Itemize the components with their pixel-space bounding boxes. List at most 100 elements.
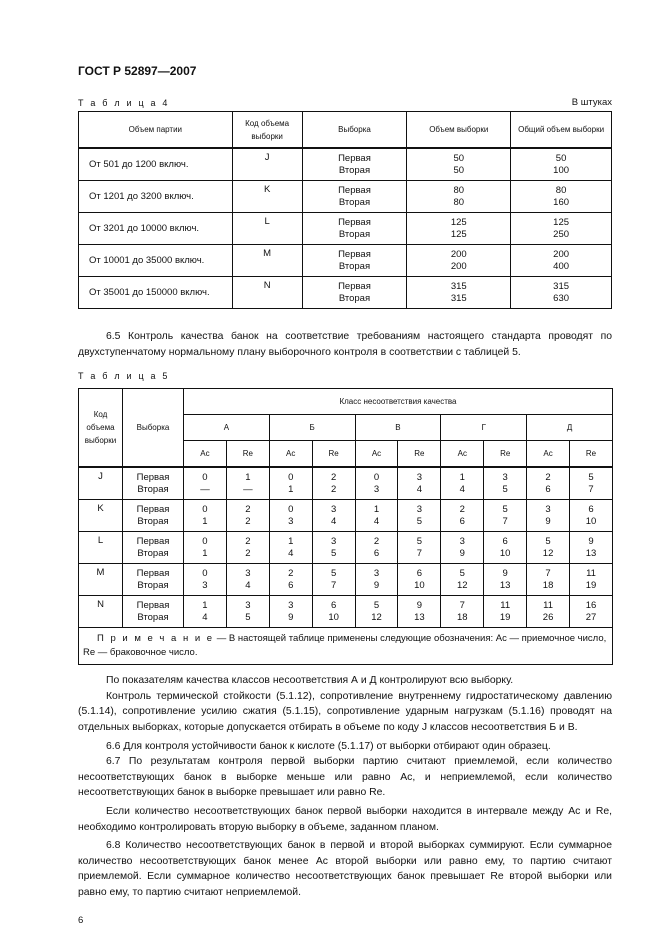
- column-header: Общий объем выборки: [510, 111, 612, 149]
- first-value: 3: [545, 503, 551, 515]
- first-value: 1: [245, 471, 251, 483]
- total-cell: 200 400: [510, 244, 612, 277]
- second-value: 1: [288, 483, 294, 495]
- first-value: 0: [202, 535, 208, 547]
- note-row: П р и м е ч а н и е — В настоящей таблиц…: [78, 627, 613, 666]
- first-value: 7: [545, 567, 551, 579]
- re-header: Re: [569, 440, 613, 469]
- table-row: L Первая Вторая 0 1 2 2 1 4 3 5 2 6 5 7 3 9 6 10 5 12 9 13: [78, 531, 613, 565]
- sample-cell: Первая Вторая: [122, 563, 184, 597]
- sample-cell: Первая Вторая: [122, 531, 184, 565]
- cell-line: 250: [553, 228, 570, 240]
- second-value: 4: [288, 547, 294, 559]
- table-row: От 501 до 1200 включ. J Первая Вторая 50 50 50…: [78, 147, 612, 181]
- sample-code-cell: N: [231, 276, 303, 309]
- cell-line: 100: [553, 164, 570, 176]
- second-value: 6: [545, 483, 551, 495]
- sample-cell: Первая Вторая: [301, 244, 408, 277]
- first-value: 3: [288, 599, 294, 611]
- document-page: ГОСТ Р 52897—2007 Т а б л и ц а 4 В штук…: [78, 0, 613, 947]
- first-value: 3: [330, 535, 337, 547]
- table-row: J Первая Вторая 0—1—0 1 2 2 0 3 3 4 1 4 3 5 2 6 5 7: [78, 466, 613, 501]
- paragraph-text: 6.5 Контроль качества банок на соответст…: [78, 331, 612, 358]
- class-header: Д: [526, 414, 613, 442]
- second-value: 13: [414, 611, 425, 623]
- cell-line: Первая: [136, 471, 170, 483]
- first-value: 3: [245, 599, 251, 611]
- cell-line: Вторая: [137, 579, 169, 591]
- size-cell: 80 80: [406, 180, 512, 213]
- cell-line: Первая: [338, 248, 371, 260]
- second-value: 5: [416, 515, 423, 527]
- second-value: 6: [373, 547, 380, 559]
- cell-line: 200: [450, 260, 467, 272]
- cell-line: 200: [450, 248, 467, 260]
- first-value: 3: [502, 471, 508, 483]
- table-4-unit: В штуках: [571, 97, 612, 108]
- second-value: 2: [245, 547, 251, 559]
- second-value: 10: [585, 515, 597, 527]
- second-value: 9: [288, 611, 294, 623]
- sample-code-cell: N: [78, 595, 123, 629]
- header-code: Код объема выборки: [78, 388, 123, 469]
- value-cell: 6 10: [569, 499, 613, 533]
- table-4: Объем партии Код объема выборки Выборка Объ…: [78, 111, 612, 309]
- paragraph: 6.8 Количество несоответствующих банок в…: [78, 840, 612, 898]
- lot-size-cell: От 1201 до 3200 включ.: [78, 180, 233, 213]
- sample-cell: Первая Вторая: [301, 147, 408, 181]
- header-sample: Выборка: [122, 388, 184, 469]
- table-4-label: Т а б л и ц а 4: [78, 98, 170, 108]
- note-cell: П р и м е ч а н и е — В настоящей таблиц…: [78, 627, 613, 666]
- table-row: От 35001 до 150000 включ. N Первая Вторая 31…: [78, 276, 612, 309]
- cell-line: Первая: [338, 184, 371, 196]
- page-number: 6: [78, 914, 84, 926]
- table-row: От 1201 до 3200 включ. K Первая Вторая 80 80 8…: [78, 180, 612, 213]
- first-value: 0: [373, 471, 380, 483]
- paragraph: 6.6 Для контроля устойчивости банок к ки…: [106, 740, 551, 752]
- first-value: 5: [459, 567, 465, 579]
- first-value: 0: [202, 503, 208, 515]
- cell-line: 50: [453, 164, 465, 176]
- second-value: 6: [288, 579, 294, 591]
- value-cell: 16 27: [569, 595, 613, 629]
- second-value: 19: [585, 579, 597, 591]
- first-value: 3: [459, 535, 465, 547]
- paragraph: Контроль термической стойкости (5.1.12),…: [78, 690, 612, 733]
- first-value: 1: [288, 535, 294, 547]
- value-cell: 11 19: [569, 563, 613, 597]
- first-value: 1: [202, 599, 208, 611]
- cell-line: 630: [553, 292, 570, 304]
- second-value: 1: [202, 547, 208, 559]
- cell-line: Первая: [136, 535, 170, 547]
- second-value: 10: [499, 547, 511, 559]
- second-value: 7: [330, 579, 337, 591]
- paragraph: По показателям качества классов несоотве…: [106, 675, 514, 687]
- value-cell: 7 18: [440, 595, 485, 629]
- first-value: 3: [245, 567, 251, 579]
- sample-code-cell: M: [78, 563, 123, 597]
- second-value: 18: [542, 579, 554, 591]
- cell-line: Вторая: [338, 228, 371, 240]
- cell-line: 80: [555, 184, 567, 196]
- re-header: Re: [483, 440, 528, 469]
- note-text: — В настоящей таблице применены следующи…: [83, 633, 607, 659]
- second-value: 2: [245, 515, 251, 527]
- second-value: 12: [542, 547, 554, 559]
- second-value: 13: [585, 547, 597, 559]
- table-row: M Первая Вторая 0 3 3 4 2 6 5 7 3 9 6 10 5 12 9 13 7 18 11 19: [78, 563, 613, 597]
- second-value: 5: [245, 611, 251, 623]
- second-value: 7: [502, 515, 508, 527]
- cell-line: 125: [450, 216, 467, 228]
- cell-line: Вторая: [137, 547, 169, 559]
- paragraph-6-5: 6.5 Контроль качества банок на соответст…: [78, 329, 612, 360]
- first-value: 11: [586, 567, 596, 579]
